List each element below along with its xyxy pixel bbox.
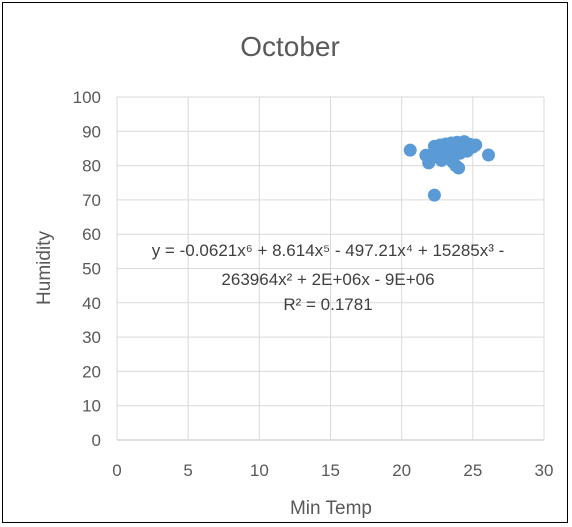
x-tick-label: 10 (250, 461, 269, 480)
trendline-equation-line: y = -0.0621x⁶ + 8.614x⁵ - 497.21x⁴ + 152… (152, 241, 505, 260)
y-tick-label: 70 (82, 191, 101, 210)
x-tick-label: 30 (535, 461, 554, 480)
y-tick-label: 40 (82, 294, 101, 313)
y-axis-title: Humidity (34, 231, 55, 305)
trendline-equation-line: 263964x² + 2E+06x - 9E+06 (221, 270, 434, 289)
chart-frame (2, 2, 568, 523)
y-tick-label: 0 (92, 431, 101, 450)
x-axis-title: Min Temp (290, 498, 372, 519)
y-tick-label: 60 (82, 225, 101, 244)
y-tick-label: 100 (73, 88, 101, 107)
data-point (469, 138, 483, 152)
y-tick-label: 20 (82, 362, 101, 381)
y-tick-label: 30 (82, 328, 101, 347)
x-tick-label: 15 (321, 461, 340, 480)
y-tick-labels: 0 10 20 30 40 50 60 70 80 90 100 (73, 88, 101, 450)
x-tick-label: 0 (112, 461, 121, 480)
gridlines (116, 96, 545, 441)
x-tick-label: 5 (183, 461, 192, 480)
trendline-equation: y = -0.0621x⁶ + 8.614x⁵ - 497.21x⁴ + 152… (152, 241, 505, 314)
y-tick-label: 80 (82, 157, 101, 176)
x-tick-labels: 0 5 10 15 20 25 30 (112, 461, 553, 480)
x-tick-label: 20 (392, 461, 411, 480)
chart-title: October (240, 31, 340, 62)
data-point (403, 143, 417, 157)
y-tick-label: 10 (82, 397, 101, 416)
data-points (403, 135, 495, 202)
data-point (481, 148, 495, 162)
data-point (427, 188, 441, 202)
trendline-equation-line: R² = 0.1781 (283, 295, 372, 314)
y-tick-label: 90 (82, 122, 101, 141)
data-point (452, 161, 466, 175)
x-tick-label: 25 (463, 461, 482, 480)
y-tick-label: 50 (82, 260, 101, 279)
